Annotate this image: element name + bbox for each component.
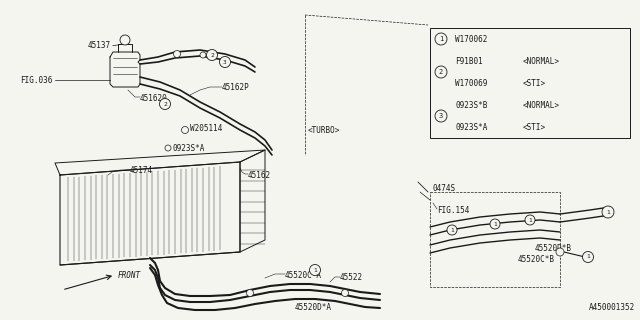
Circle shape xyxy=(582,252,593,262)
Text: A450001352: A450001352 xyxy=(589,303,635,312)
Text: 1: 1 xyxy=(493,221,497,227)
Bar xyxy=(430,192,560,287)
Text: 1: 1 xyxy=(586,254,590,260)
Text: 2: 2 xyxy=(439,69,443,75)
Circle shape xyxy=(220,57,230,68)
Circle shape xyxy=(173,51,180,58)
Text: <TURBO>: <TURBO> xyxy=(308,125,340,134)
Circle shape xyxy=(602,206,614,218)
Text: 3: 3 xyxy=(439,113,443,119)
Text: <NORMAL>: <NORMAL> xyxy=(523,57,560,66)
Text: <NORMAL>: <NORMAL> xyxy=(523,100,560,109)
Text: <STI>: <STI> xyxy=(523,78,546,87)
Text: <STI>: <STI> xyxy=(523,123,546,132)
Text: 45520D*B: 45520D*B xyxy=(535,244,572,252)
Circle shape xyxy=(165,145,171,151)
Circle shape xyxy=(435,66,447,78)
Text: W205114: W205114 xyxy=(190,124,222,132)
Text: 0923S*A: 0923S*A xyxy=(455,123,488,132)
Circle shape xyxy=(310,265,321,276)
Text: 45162P: 45162P xyxy=(222,83,250,92)
Text: 1: 1 xyxy=(450,228,454,233)
Text: 0474S: 0474S xyxy=(432,183,455,193)
Text: 0923S*A: 0923S*A xyxy=(172,143,204,153)
Text: 3: 3 xyxy=(223,60,227,65)
Text: 45520C*A: 45520C*A xyxy=(285,270,322,279)
Text: 45520D*A: 45520D*A xyxy=(295,303,332,313)
Circle shape xyxy=(159,99,170,109)
Text: W170062: W170062 xyxy=(455,35,488,44)
Text: FIG.036: FIG.036 xyxy=(20,76,52,84)
Text: F91B01: F91B01 xyxy=(455,57,483,66)
Circle shape xyxy=(120,35,130,45)
Text: 45162: 45162 xyxy=(248,171,271,180)
Bar xyxy=(430,28,630,138)
Text: FIG.154: FIG.154 xyxy=(437,205,469,214)
Text: 45174: 45174 xyxy=(130,165,153,174)
Text: FRONT: FRONT xyxy=(118,270,141,279)
Circle shape xyxy=(556,248,564,256)
Text: 1: 1 xyxy=(439,36,443,42)
Text: W170069: W170069 xyxy=(455,78,488,87)
Circle shape xyxy=(342,290,349,297)
Circle shape xyxy=(246,290,253,297)
Circle shape xyxy=(447,225,457,235)
Text: 1: 1 xyxy=(528,218,532,222)
Text: 2: 2 xyxy=(163,101,167,107)
Circle shape xyxy=(182,126,189,133)
Text: 2: 2 xyxy=(210,52,214,58)
Text: 451620: 451620 xyxy=(140,93,168,102)
Text: 45137: 45137 xyxy=(88,41,111,50)
Text: 1: 1 xyxy=(606,210,610,214)
Circle shape xyxy=(207,50,218,60)
Circle shape xyxy=(490,219,500,229)
Text: 1: 1 xyxy=(313,268,317,273)
Circle shape xyxy=(435,33,447,45)
Text: 0923S*B: 0923S*B xyxy=(455,100,488,109)
Text: 45520C*B: 45520C*B xyxy=(518,255,555,265)
Text: 45522: 45522 xyxy=(340,274,363,283)
Circle shape xyxy=(525,215,535,225)
Circle shape xyxy=(435,110,447,122)
Circle shape xyxy=(200,52,206,58)
